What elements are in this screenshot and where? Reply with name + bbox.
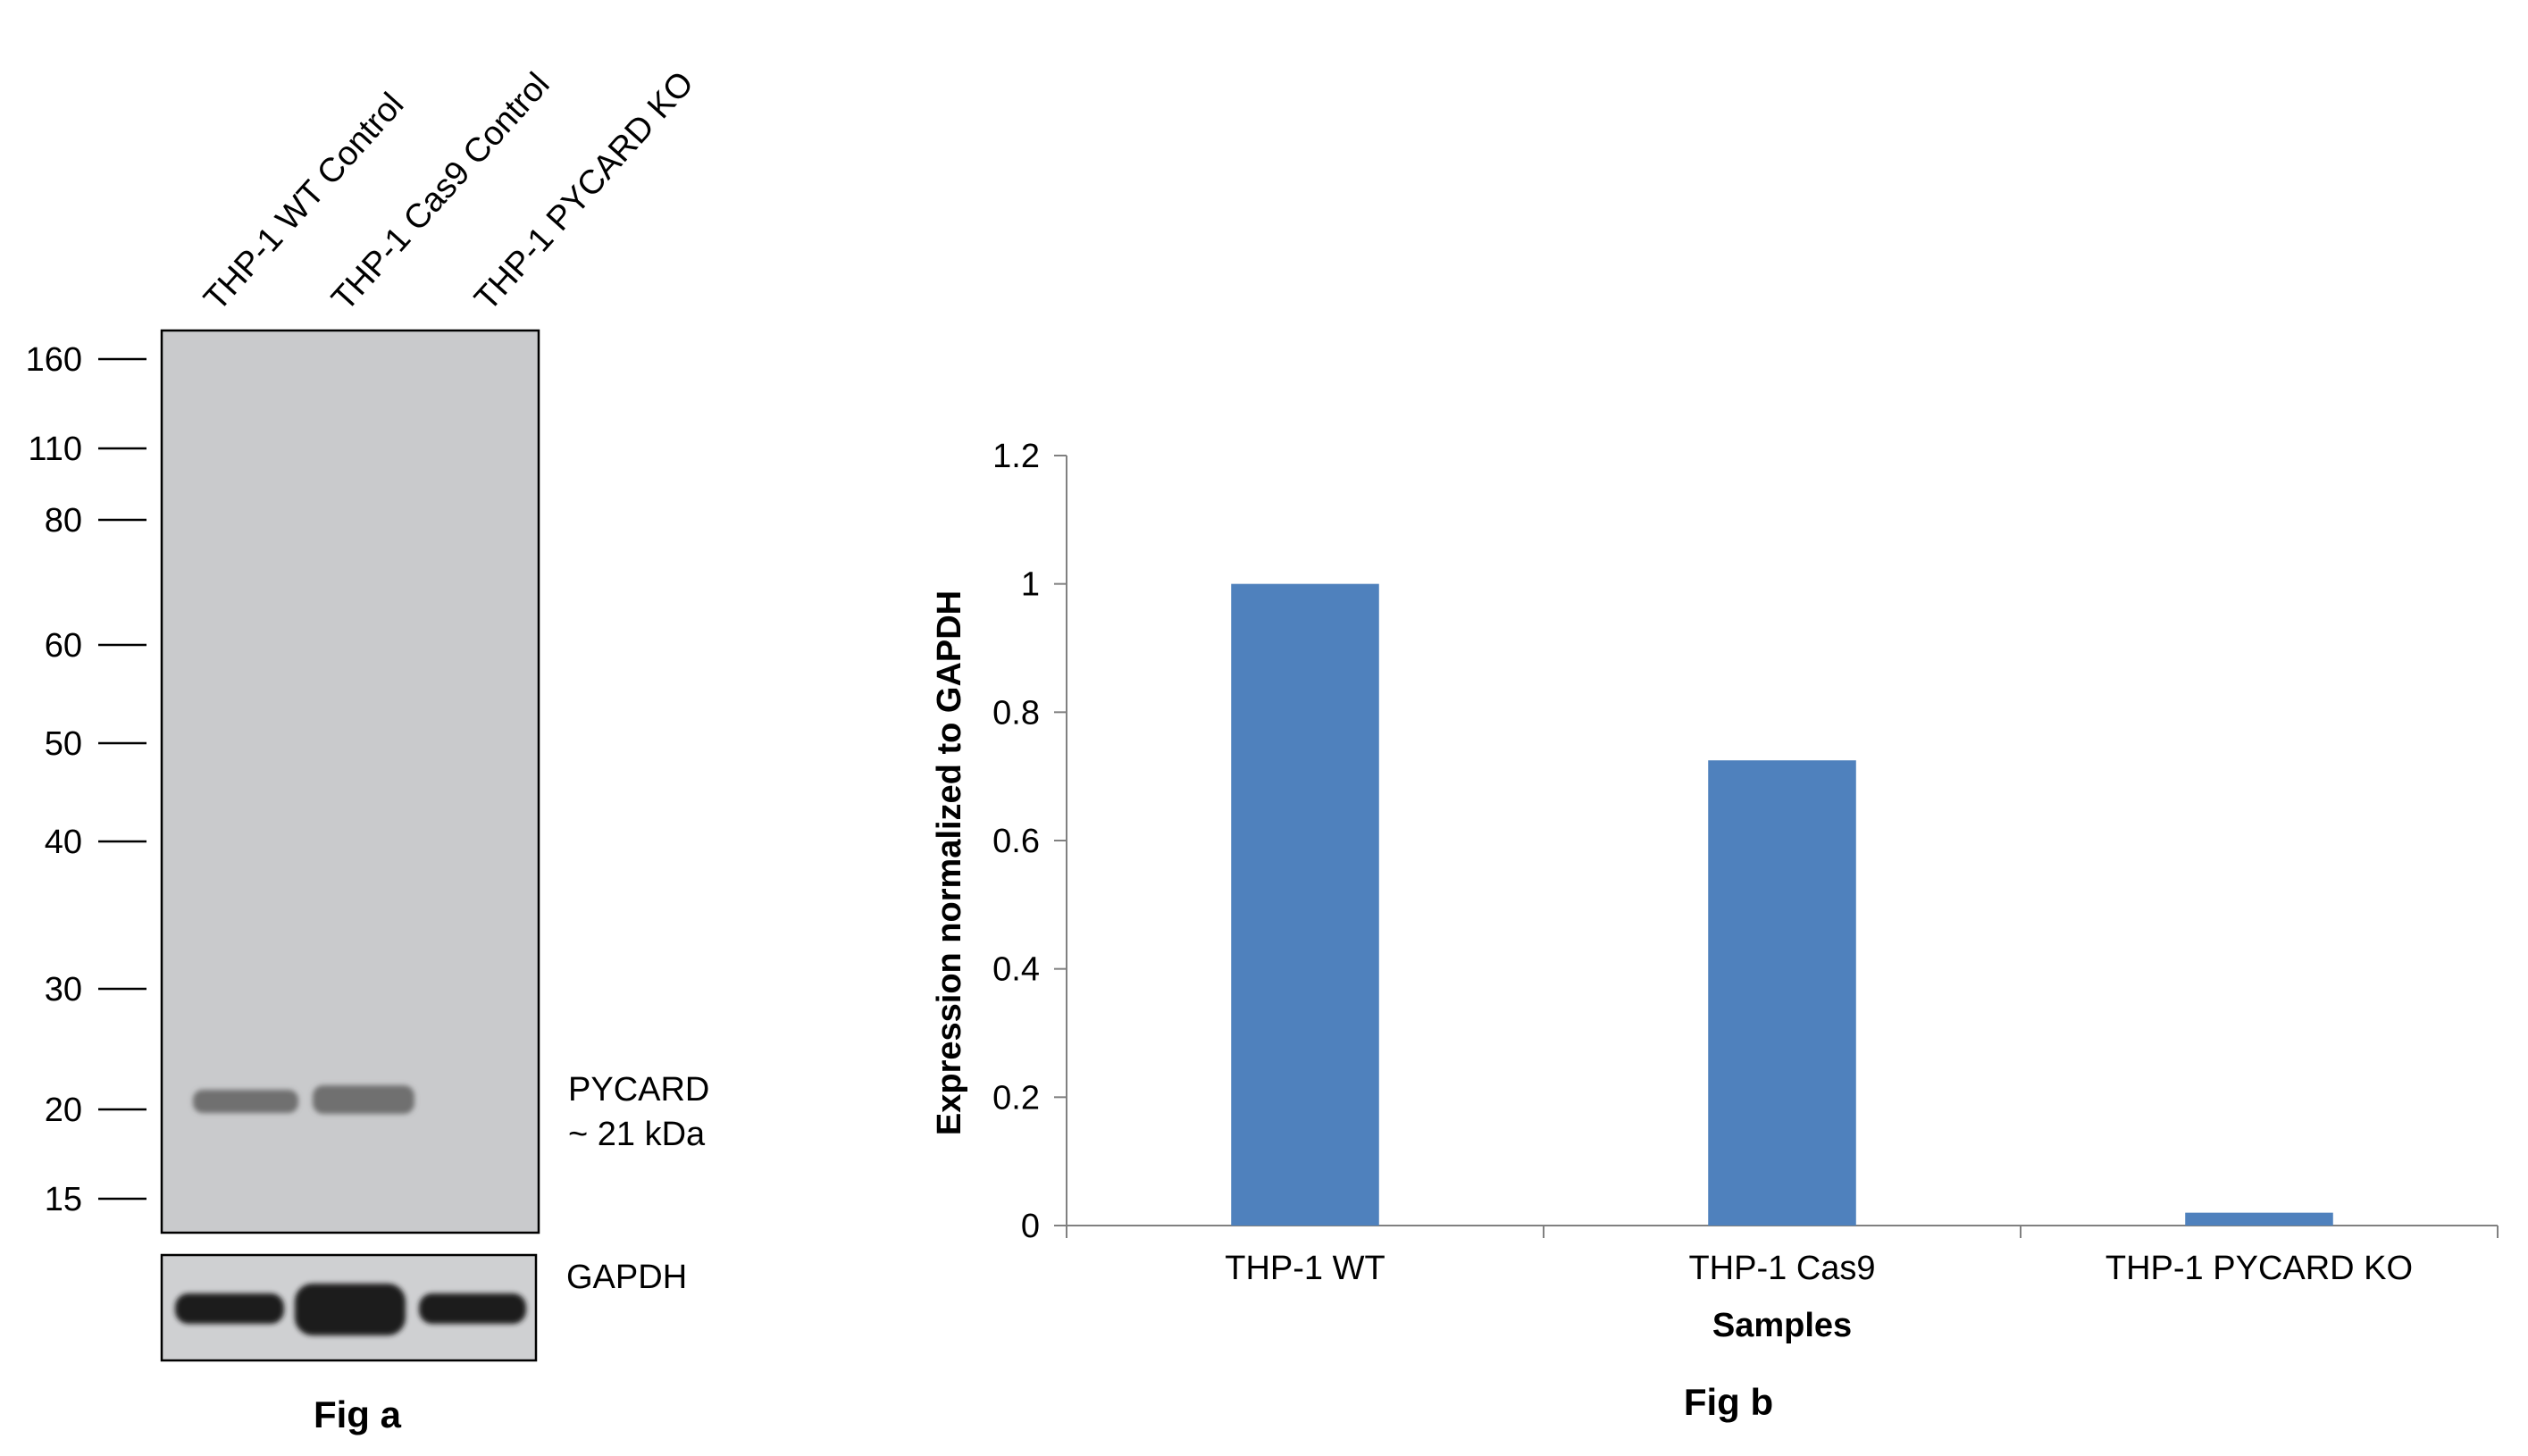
loading-control-label: GAPDH (566, 1259, 687, 1296)
marker-label: 20 (45, 1092, 82, 1129)
x-ticks: THP-1 WT THP-1 Cas9 THP-1 PYCARD KO (1066, 1226, 2499, 1287)
x-tick-label: THP-1 Cas9 (1688, 1250, 1875, 1287)
gapdh-band-lane-3 (419, 1293, 526, 1324)
marker-label: 40 (45, 824, 82, 861)
bar-chart: 00.20.40.60.811.2 THP-1 WT THP-1 Cas9 THP-… (931, 438, 2499, 1423)
marker-label: 60 (45, 627, 82, 665)
marker-label: 80 (45, 502, 82, 540)
western-blot-panel: THP-1 WT Control THP-1 Cas9 Control THP-… (26, 64, 710, 1435)
x-tick-label: THP-1 PYCARD KO (2105, 1250, 2413, 1287)
y-tick-label: 0.8 (992, 694, 1040, 732)
pycard-band-lane-2 (313, 1085, 414, 1114)
y-tick-label: 0.4 (992, 951, 1040, 989)
y-tick-label: 0 (1021, 1208, 1040, 1245)
pycard-bands (193, 1085, 414, 1114)
fig-b-caption: Fig b (1684, 1381, 1773, 1423)
blot-membrane (160, 329, 540, 1234)
gapdh-bands (175, 1284, 526, 1335)
bar (1231, 583, 1379, 1226)
y-axis-label: Expression normalized to GAPDH (931, 590, 968, 1135)
x-axis-label: Samples (1712, 1307, 1852, 1344)
band-label: PYCARD (568, 1071, 709, 1109)
marker-label: 30 (45, 971, 82, 1008)
pycard-band-lane-1 (193, 1090, 298, 1113)
bar (1708, 760, 1856, 1226)
molecular-weight-markers: 160 110 80 60 50 40 30 20 15 (26, 341, 146, 1218)
y-tick-label: 1 (1021, 566, 1040, 604)
x-tick-label: THP-1 WT (1225, 1250, 1385, 1287)
gapdh-band-lane-1 (175, 1293, 284, 1324)
bar (2185, 1212, 2333, 1226)
y-tick-label: 1.2 (992, 438, 1040, 475)
marker-label: 15 (45, 1181, 82, 1218)
y-tick-label: 0.6 (992, 823, 1040, 860)
band-size-label: ~ 21 kDa (568, 1116, 706, 1153)
y-ticks: 0 0.2 0.4 0.6 0.8 1 1.2 (992, 438, 1067, 1245)
fig-a-caption: Fig a (314, 1393, 402, 1435)
marker-label: 50 (45, 725, 82, 763)
bars (1231, 583, 2333, 1226)
y-tick-label: 0.2 (992, 1079, 1040, 1117)
marker-label: 160 (26, 341, 82, 379)
marker-label: 110 (28, 431, 82, 468)
gapdh-band-lane-2 (295, 1284, 406, 1335)
